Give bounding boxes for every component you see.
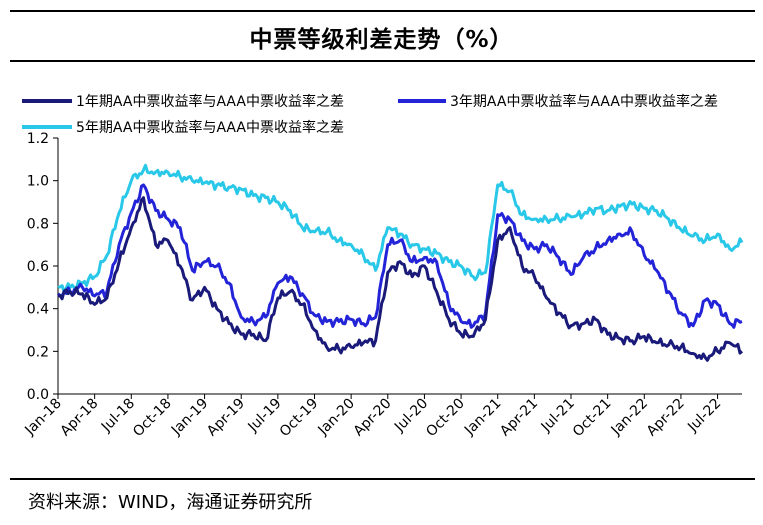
series-line-2	[56, 183, 743, 329]
x-tick-label: Jan-19	[168, 396, 211, 439]
y-tick-label: 0.6	[27, 259, 49, 275]
x-tick-label: Apr-21	[497, 396, 541, 440]
x-tick-label: Apr-22	[644, 396, 688, 440]
x-tick-label: Jul-22	[684, 396, 724, 436]
x-tick-label: Oct-19	[277, 396, 322, 441]
x-tick-label: Apr-18	[57, 396, 101, 440]
x-tick-label: Oct-18	[130, 396, 175, 441]
page-title: 中票等级利差走势（%）	[249, 27, 514, 53]
x-tick-label: Apr-19	[204, 396, 248, 440]
series-line-1	[57, 196, 744, 362]
x-tick-label: Jan-20	[315, 396, 358, 439]
title-top-rule	[10, 10, 755, 12]
chart-legend: 1年期AA中票收益率与AAA中票收益率之差 3年期AA中票收益率与AAA中票收益…	[22, 93, 718, 136]
y-tick-label: 1.0	[27, 174, 49, 190]
y-tick-label: 1.2	[27, 131, 49, 147]
series-line-3	[57, 163, 744, 294]
x-tick-label: Jan-22	[608, 396, 651, 439]
x-axis: Jan-18Apr-18Jul-18Oct-18Jan-19Apr-19Jul-…	[21, 393, 742, 441]
x-tick-label: Oct-20	[423, 396, 468, 441]
legend-label-series-1: 1年期AA中票收益率与AAA中票收益率之差	[76, 93, 344, 110]
y-tick-label: 0.4	[27, 302, 49, 318]
y-axis: 0.0 0.2 0.4 0.6 0.8 1.0 1.2	[27, 131, 59, 403]
source-note: 资料来源：WIND，海通证券研究所	[28, 492, 313, 513]
y-tick-label: 0.2	[27, 344, 49, 360]
legend-label-series-2: 3年期AA中票收益率与AAA中票收益率之差	[450, 93, 718, 110]
y-tick-label: 0.0	[27, 387, 49, 403]
x-tick-label: Oct-21	[570, 396, 615, 441]
x-tick-label: Apr-20	[351, 396, 395, 440]
x-tick-label: Jan-21	[461, 396, 504, 439]
legend-label-series-3: 5年期AA中票收益率与AAA中票收益率之差	[76, 119, 344, 136]
series-lines	[56, 163, 744, 362]
footer-rule	[10, 478, 755, 480]
title-bottom-rule	[10, 60, 755, 62]
y-tick-label: 0.8	[27, 216, 49, 232]
